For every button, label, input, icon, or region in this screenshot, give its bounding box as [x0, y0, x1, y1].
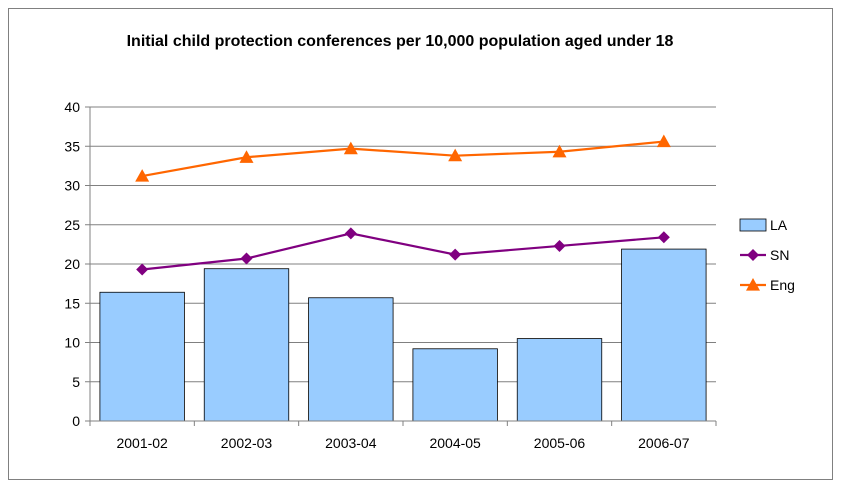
line-sn: [142, 232, 664, 271]
bar-la: [621, 248, 707, 422]
legend-swatch-la: [739, 218, 767, 232]
legend-label-la: LA: [770, 217, 788, 233]
y-tick-label: 35: [64, 138, 80, 154]
x-tick-label: 2006-07: [638, 435, 690, 451]
bar-la: [308, 297, 394, 422]
legend-marker-eng: [746, 278, 760, 291]
y-tick-label: 20: [64, 256, 80, 272]
bar-la: [516, 338, 603, 422]
x-tick-label: 2001-02: [116, 435, 168, 451]
y-tick-label: 10: [64, 335, 80, 351]
point-eng: [448, 148, 463, 162]
point-sn: [344, 227, 357, 240]
point-sn: [136, 263, 149, 276]
legend-marker-sn: [747, 249, 759, 261]
axes: 0 5 10 15 20 25 30 35 40 2001-02 2002-03 2003-04 200…: [64, 99, 717, 451]
point-eng: [656, 134, 671, 148]
line-eng: [141, 140, 664, 178]
y-tick-label: 0: [72, 413, 80, 429]
y-tick-label: 30: [64, 178, 80, 194]
point-eng: [343, 141, 358, 155]
bar-series: [99, 248, 707, 422]
bar-la: [99, 291, 185, 422]
x-tick-label: 2004-05: [429, 435, 481, 451]
x-tick-label: 2002-03: [221, 435, 273, 451]
bar-la: [412, 348, 498, 422]
point-sn: [553, 239, 566, 252]
line-series: [135, 134, 671, 276]
point-sn: [449, 248, 462, 261]
legend-label-eng: Eng: [770, 277, 795, 293]
y-tick-label: 40: [64, 99, 80, 115]
point-sn: [657, 231, 670, 244]
y-tick-label: 5: [72, 374, 80, 390]
legend-label-sn: SN: [770, 247, 789, 263]
x-tick-label: 2003-04: [325, 435, 377, 451]
x-tick-label: 2005-06: [534, 435, 586, 451]
point-eng: [239, 150, 254, 163]
chart-title: Initial child protection conferences per…: [126, 33, 674, 50]
point-sn: [240, 252, 253, 265]
y-tick-label: 25: [64, 217, 80, 233]
y-tick-label: 15: [64, 295, 80, 311]
legend: LA SN Eng: [739, 217, 795, 293]
bar-la: [203, 268, 290, 422]
point-eng: [135, 169, 150, 182]
point-eng: [552, 144, 567, 158]
